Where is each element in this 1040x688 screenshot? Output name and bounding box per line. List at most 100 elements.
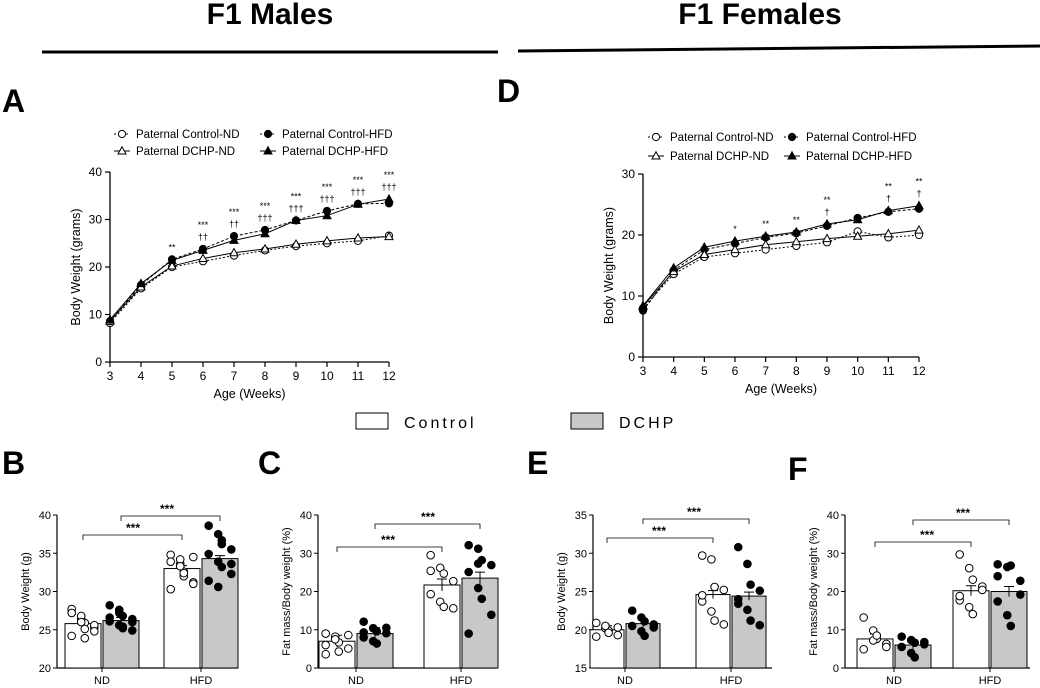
panel-e-x-tick-label: ND: [617, 675, 633, 687]
legend-label-control: Control: [404, 415, 477, 432]
panel-f-data-point: [897, 642, 906, 652]
panel-b-data-point: [204, 521, 213, 531]
panel-e-y-tick-label: 25: [575, 587, 587, 599]
panel-f-x-tick-label: HFD: [979, 675, 1002, 687]
panel-b-data-point: [227, 545, 236, 554]
panel-c-data-point: [382, 623, 391, 633]
panel-c-data-point: [330, 635, 340, 644]
panel-c-data-point: [487, 560, 496, 570]
panel-d-annot-star: **: [823, 195, 831, 205]
panel-e-y-tick-label: 15: [575, 663, 587, 675]
panel-a-point-s2: [167, 260, 177, 270]
panel-f-data-point: [882, 642, 891, 652]
panel-c-data-point: [426, 566, 435, 576]
panel-a-legend-label: Paternal Control-ND: [136, 129, 240, 141]
panel-e-letter: E: [527, 445, 548, 481]
panel-d-legend-label: Paternal DCHP-ND: [670, 151, 769, 163]
panel-d-point-s2: [760, 239, 771, 249]
panel-d-annot-star: *: [733, 224, 737, 234]
panel-d-y-tick-label: 20: [622, 228, 636, 242]
panel-b-data-point: [128, 626, 137, 635]
panel-a-series-line-1: [109, 202, 390, 322]
panel-a-series-line-3: [109, 198, 390, 321]
panel-f-data-point: [1006, 561, 1016, 570]
panel-a-point-s3: [291, 215, 301, 224]
panel-c-data-point: [487, 610, 496, 620]
panel-b-data-point: [204, 549, 213, 559]
panel-d-point-s3: [914, 200, 924, 210]
panel-d-x-axis-label: Age (Weeks): [745, 382, 817, 396]
panel-a-legend-marker: [263, 145, 273, 155]
panel-a-point-s3: [136, 278, 146, 288]
panel-c-data-point: [372, 639, 382, 648]
panel-f-y-tick-label: 10: [827, 625, 839, 637]
panel-d-legend-marker: [651, 150, 661, 160]
panel-d-point-s2: [730, 244, 740, 254]
panel-a-x-tick-label: 7: [231, 369, 238, 383]
panel-c-data-point: [426, 589, 435, 599]
panel-d-series-line-0: [642, 230, 920, 309]
panel-c-data-point: [344, 630, 353, 640]
panel-c-data-point: [372, 626, 382, 636]
panel-a-point-s2: [353, 232, 363, 242]
panel-c-significance-label: ***: [421, 510, 435, 524]
panel-f-data-point: [968, 575, 978, 584]
panel-d-point-s3: [760, 230, 771, 240]
panel-b-data-point: [90, 626, 99, 636]
panel-c-letter: C: [258, 445, 281, 481]
panel-b-data-point: [80, 633, 90, 643]
panel-e-x-tick-label: HFD: [720, 675, 743, 687]
panel-f-data-point: [993, 571, 1002, 581]
panel-e-data-point: [649, 623, 659, 632]
panel-e-data-point: [697, 591, 707, 600]
panel-b-y-tick-label: 40: [39, 510, 51, 522]
panel-c-data-point: [464, 567, 473, 577]
panel-d-point-s3: [822, 218, 832, 228]
panel-d-annot-star: **: [762, 219, 770, 229]
global-legend: Control DCHP: [355, 412, 676, 432]
panel-e-data-point: [707, 607, 716, 616]
panel-d-x-tick-label: 11: [882, 364, 895, 378]
panel-d-point-s3: [668, 262, 679, 272]
panel-d-y-axis-label: Body Weight (grams): [602, 207, 616, 324]
panel-c-data-point: [477, 594, 487, 604]
panel-d-point-s2: [852, 230, 863, 240]
panel-f-data-point: [964, 563, 974, 573]
panel-b-data-point: [105, 613, 114, 622]
legend-swatch-dchp: [570, 412, 604, 430]
panel-a-y-tick-label: 30: [89, 213, 103, 227]
panel-d-x-tick-label: 8: [793, 364, 800, 378]
panel-b-data-point: [189, 552, 198, 562]
panel-f-data-point: [978, 585, 987, 595]
panel-a-point-s2: [260, 243, 270, 253]
panel-b-data-point: [80, 624, 90, 634]
panel-c-data-point: [321, 629, 330, 638]
panel-c-data-point: [344, 644, 353, 653]
panel-a-x-tick-label: 11: [352, 369, 365, 383]
panel-f-data-point: [1016, 576, 1025, 586]
panel-a-legend-label: Paternal Control-HFD: [282, 129, 393, 141]
panel-d-x-tick-label: 3: [640, 364, 647, 378]
header-right: F1 Females: [678, 0, 841, 31]
panel-c-x-tick-label: HFD: [450, 675, 473, 687]
panel-e-significance-bracket: [606, 537, 714, 543]
panel-a-x-tick-label: 12: [382, 369, 396, 383]
panel-a-letter: A: [2, 83, 25, 119]
panel-d-point-s3: [791, 226, 802, 236]
panel-e-data-point: [719, 620, 729, 629]
panel-d-y-tick-label: 0: [628, 350, 635, 364]
panel-b-significance-label: ***: [160, 502, 174, 516]
panel-a-annot-dagger: †††: [257, 213, 272, 223]
legend-label-dchp: DCHP: [619, 415, 676, 432]
panel-a-annot-star: ***: [260, 201, 271, 211]
panel-f-data-point: [1002, 610, 1012, 620]
panel-a-legend-marker: [117, 129, 127, 139]
panel-a-y-tick-label: 10: [89, 308, 103, 322]
panel-d-x-tick-label: 6: [732, 364, 739, 378]
legend-swatch-control: [355, 412, 389, 430]
panel-f-data-point: [859, 644, 868, 654]
panel-d-annot-dagger: †: [886, 194, 891, 204]
panel-e-significance-label: ***: [652, 524, 666, 538]
panel-a-line-chart: A 3 4 5 6 7 8 9 10 11 12 0 10 20 30 40 Age (Weeks) Body W…: [2, 83, 397, 401]
